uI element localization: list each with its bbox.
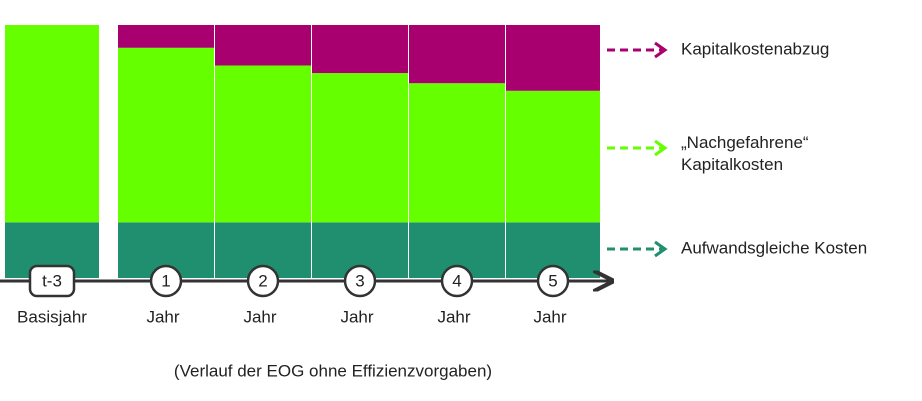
legend-label: Aufwandsgleiche Kosten [681,238,867,257]
bar-segment [5,25,99,223]
category-label: 3 [355,271,364,290]
bar-segment [215,65,311,223]
legend-arrowhead [654,41,668,59]
bar-segment [409,25,505,84]
category-label: 4 [452,271,461,290]
bar-segment [215,25,311,66]
legend-label: „Nachgefahrene“ Kapitalkosten [681,133,809,174]
category-sublabel: Jahr [437,307,470,326]
category-sublabel: Jahr [533,307,566,326]
category-sublabel: Jahr [146,307,179,326]
category-label: 5 [548,271,557,290]
bar-segment [312,25,408,74]
category-circle [149,264,183,298]
bar-segment [409,83,505,223]
bar-segment [118,47,214,223]
footnote: (Verlauf der EOG ohne Effizienzvorgaben) [174,361,492,380]
category-circle [343,264,377,298]
bar-segment [312,73,408,223]
bar-segment [506,90,600,223]
category-circle [246,264,280,298]
category-label: t-3 [42,271,62,290]
category-sublabel: Jahr [340,307,373,326]
category-circle [536,264,570,298]
bars [5,25,600,278]
bar-segment [506,25,600,91]
category-sublabel: Jahr [243,307,276,326]
bar-segment [118,25,214,48]
category-label: 1 [161,271,170,290]
legend-label: Kapitalkostenabzug [681,39,829,58]
legend-arrowhead [654,240,668,258]
category-label: 2 [258,271,267,290]
category-circle [440,264,474,298]
category-sublabel: Basisjahr [17,307,87,326]
legend-arrowhead [654,139,668,157]
category-box [28,264,76,298]
